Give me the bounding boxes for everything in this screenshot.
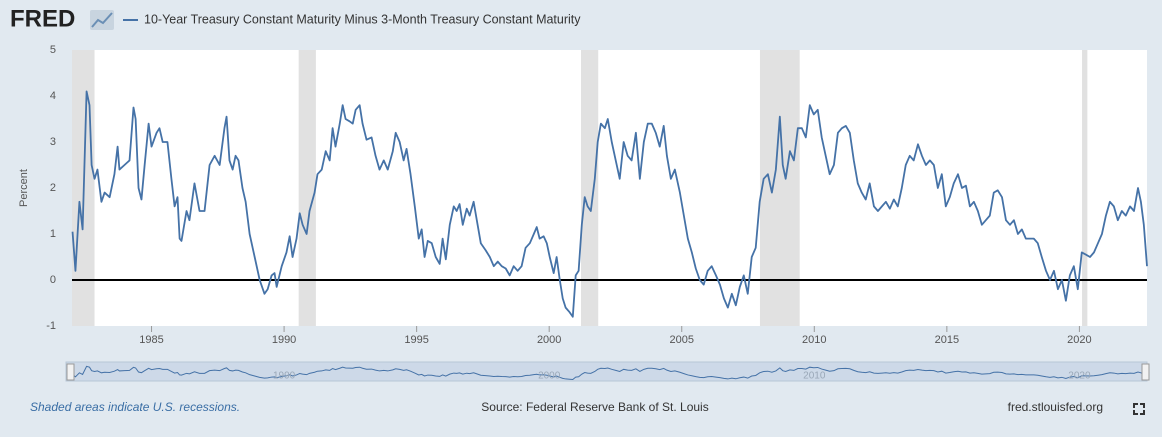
y-tick-label: 2 xyxy=(50,182,56,194)
recession-band xyxy=(581,50,599,326)
x-tick-label: 1985 xyxy=(139,334,163,346)
x-tick-label: 2010 xyxy=(802,334,826,346)
recession-note: Shaded areas indicate U.S. recessions. xyxy=(30,400,240,414)
y-tick-label: 4 xyxy=(50,90,56,102)
x-tick-label: 2000 xyxy=(537,334,561,346)
navigator-handle[interactable] xyxy=(1141,363,1150,381)
logo-icon xyxy=(90,10,114,30)
navigator[interactable] xyxy=(65,361,1148,382)
site-link[interactable]: fred.stlouisfed.org xyxy=(1008,400,1103,414)
x-tick-label: 1995 xyxy=(404,334,428,346)
navigator-line xyxy=(72,365,1148,380)
source: Source: Federal Reserve Bank of St. Loui… xyxy=(481,400,708,414)
x-tick-label: 2015 xyxy=(935,334,959,346)
y-axis-label: Percent xyxy=(18,169,30,207)
y-tick-label: 0 xyxy=(50,274,56,286)
navigator-handle[interactable] xyxy=(66,363,75,381)
navigator-tick-label: 1990 xyxy=(273,371,296,382)
recession-band xyxy=(759,50,800,326)
fullscreen-icon[interactable] xyxy=(1133,403,1145,415)
y-tick-label: 3 xyxy=(50,136,56,148)
x-tick-label: 2020 xyxy=(1067,334,1091,346)
plot-area xyxy=(72,50,1147,326)
recession-band xyxy=(1082,50,1088,326)
y-tick-label: -1 xyxy=(46,320,56,332)
x-tick-label: 2005 xyxy=(669,334,693,346)
navigator-tick-label: 2020 xyxy=(1068,371,1091,382)
y-tick-label: 5 xyxy=(50,44,56,56)
logo: FRED xyxy=(10,5,75,32)
y-tick-label: 1 xyxy=(50,228,56,240)
navigator-tick-label: 2010 xyxy=(803,371,826,382)
legend-label: 10-Year Treasury Constant Maturity Minus… xyxy=(144,12,581,26)
data-line xyxy=(71,90,1148,318)
x-tick-label: 1990 xyxy=(272,334,296,346)
recession-band xyxy=(298,50,316,326)
navigator-tick-label: 2000 xyxy=(538,371,561,382)
